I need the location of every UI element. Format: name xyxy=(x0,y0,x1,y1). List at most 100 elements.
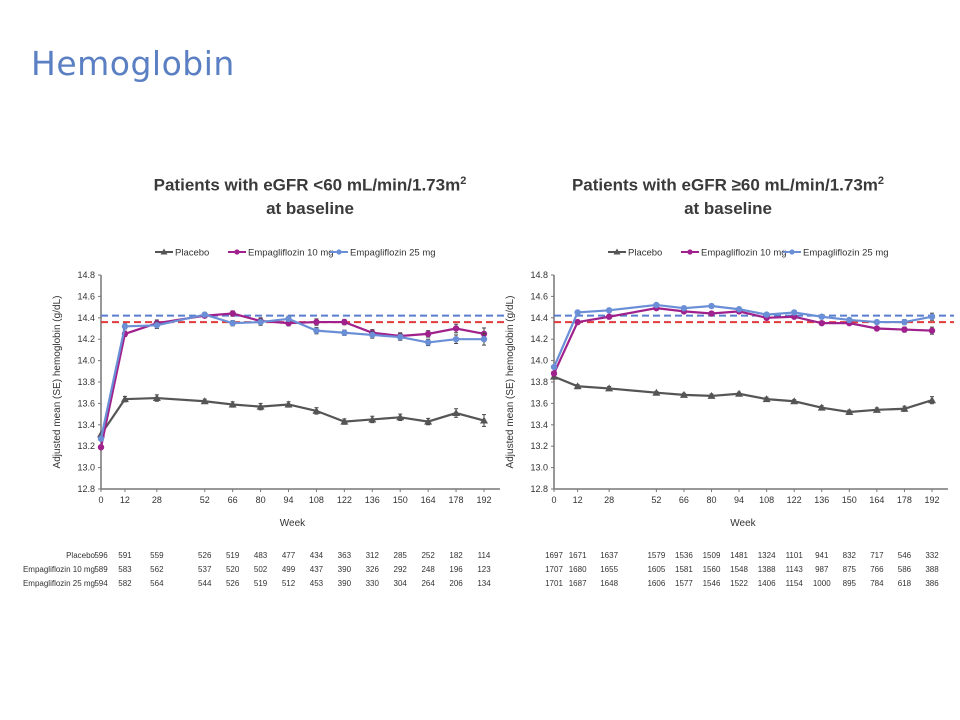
n-at-risk-value: 1324 xyxy=(758,551,776,560)
left-panel-title-line2: at baseline xyxy=(266,198,354,218)
n-at-risk-value: 264 xyxy=(421,579,435,588)
x-tick-label: 12 xyxy=(120,495,130,505)
y-tick-label: 13.4 xyxy=(77,420,95,430)
right-panel-title-line2: at baseline xyxy=(684,198,772,218)
n-at-risk-value: 1560 xyxy=(703,565,721,574)
data-point-triangle xyxy=(480,416,488,424)
y-tick-label: 14.4 xyxy=(530,313,548,323)
y-tick-label: 13.2 xyxy=(77,441,95,451)
data-point-circle xyxy=(341,318,348,326)
n-at-risk-value: 1701 xyxy=(545,579,563,588)
data-point-triangle xyxy=(845,407,854,415)
data-point-triangle xyxy=(200,397,209,405)
data-point-circle xyxy=(121,323,129,330)
series-line xyxy=(99,313,484,439)
n-at-risk-value: 1655 xyxy=(600,565,618,574)
legend-marker-circle xyxy=(789,249,795,255)
x-tick-label: 94 xyxy=(734,495,744,505)
data-point-circle xyxy=(313,318,320,326)
y-tick-label: 14.2 xyxy=(77,334,95,344)
y-axis-label: Adjusted mean (SE) hemoglobin (g/dL) xyxy=(52,296,63,469)
data-point-triangle xyxy=(900,404,909,412)
right-panel-title: Patients with eGFR ≥60 mL/min/1.73m2 at … xyxy=(528,170,928,220)
data-point-circle xyxy=(873,325,881,332)
data-point-circle xyxy=(605,307,613,314)
data-point-circle xyxy=(397,333,404,341)
n-at-risk-value: 1637 xyxy=(600,551,618,560)
n-at-risk-value: 1000 xyxy=(813,579,831,588)
data-point-triangle xyxy=(762,395,771,403)
y-tick-label: 14.8 xyxy=(530,270,548,280)
chart-panel-0: 12.8 13.0 13.2 13.4 13.6 13.8 14.0 14.2 14.4 14.6… xyxy=(23,248,506,588)
n-at-risk-value: 596 xyxy=(94,551,108,560)
n-at-risk-value: 589 xyxy=(94,565,108,574)
data-point-circle xyxy=(928,327,936,334)
n-at-risk-value: 546 xyxy=(898,551,912,560)
slide-title: Hemoglobin xyxy=(31,44,235,83)
y-tick-label: 14.0 xyxy=(530,356,548,366)
legend-marker-circle xyxy=(336,249,342,255)
n-at-risk-value: 591 xyxy=(118,551,132,560)
data-point-circle xyxy=(97,435,105,442)
data-point-circle xyxy=(285,315,292,323)
n-at-risk-value: 1101 xyxy=(786,551,804,560)
data-point-triangle xyxy=(872,405,881,413)
n-at-risk-value: 941 xyxy=(815,551,829,560)
legend-label: Empagliflozin 25 mg xyxy=(350,248,436,259)
n-at-risk-value: 252 xyxy=(421,551,435,560)
legend-label: Empagliflozin 25 mg xyxy=(803,248,889,259)
data-point-triangle xyxy=(817,403,826,411)
data-point-circle xyxy=(735,306,743,313)
x-tick-label: 178 xyxy=(897,495,912,505)
n-at-risk-row-label: Empagliflozin 25 mg xyxy=(23,579,95,588)
n-at-risk-value: 1536 xyxy=(675,551,693,560)
data-point-circle xyxy=(901,326,908,333)
y-tick-label: 14.4 xyxy=(77,313,95,323)
series-empagliflozin-10-mg xyxy=(97,310,488,451)
x-tick-label: 136 xyxy=(365,495,380,505)
n-at-risk-value: 388 xyxy=(925,565,939,574)
n-at-risk-value: 1577 xyxy=(675,579,693,588)
data-point-triangle xyxy=(605,384,614,392)
data-point-triangle xyxy=(424,417,433,425)
data-point-triangle xyxy=(396,413,405,421)
data-point-triangle xyxy=(790,397,799,405)
n-at-risk-value: 832 xyxy=(843,551,857,560)
n-at-risk-value: 1154 xyxy=(786,579,804,588)
legend-label: Empagliflozin 10 mg xyxy=(701,248,787,259)
n-at-risk-value: 502 xyxy=(254,565,268,574)
legend-marker-circle xyxy=(687,249,693,255)
data-point-circle xyxy=(605,313,613,320)
data-point-circle xyxy=(313,327,320,334)
data-point-circle xyxy=(452,325,460,332)
data-point-circle xyxy=(341,329,348,336)
data-point-circle xyxy=(424,339,432,346)
n-at-risk-value: 1697 xyxy=(545,551,563,560)
n-at-risk-value: 1406 xyxy=(758,579,776,588)
chart-panel-1: 12.8 13.0 13.2 13.4 13.6 13.8 14.0 14.2 14.4 14.6… xyxy=(505,248,954,588)
data-point-circle xyxy=(928,313,936,320)
n-at-risk-row-label: Placebo xyxy=(66,551,95,560)
x-tick-label: 164 xyxy=(421,495,436,505)
n-at-risk-value: 582 xyxy=(118,579,132,588)
y-tick-label: 13.0 xyxy=(530,463,548,473)
n-at-risk-value: 330 xyxy=(366,579,380,588)
data-point-triangle xyxy=(228,400,237,408)
data-point-circle xyxy=(873,318,881,326)
data-point-triangle xyxy=(573,382,582,390)
n-at-risk-value: 499 xyxy=(282,565,296,574)
x-tick-label: 150 xyxy=(393,495,408,505)
data-point-circle xyxy=(574,318,581,326)
legend-label: Empagliflozin 10 mg xyxy=(248,248,334,259)
n-at-risk-value: 134 xyxy=(477,579,491,588)
y-tick-label: 14.6 xyxy=(77,291,95,301)
n-at-risk-value: 618 xyxy=(898,579,912,588)
data-point-triangle xyxy=(312,406,321,414)
series-line xyxy=(553,375,933,414)
n-at-risk-value: 537 xyxy=(198,565,212,574)
n-at-risk-value: 1687 xyxy=(569,579,587,588)
x-tick-label: 192 xyxy=(924,495,939,505)
n-at-risk-value: 326 xyxy=(366,565,380,574)
data-point-triangle xyxy=(707,391,716,399)
y-tick-label: 12.8 xyxy=(530,484,548,494)
